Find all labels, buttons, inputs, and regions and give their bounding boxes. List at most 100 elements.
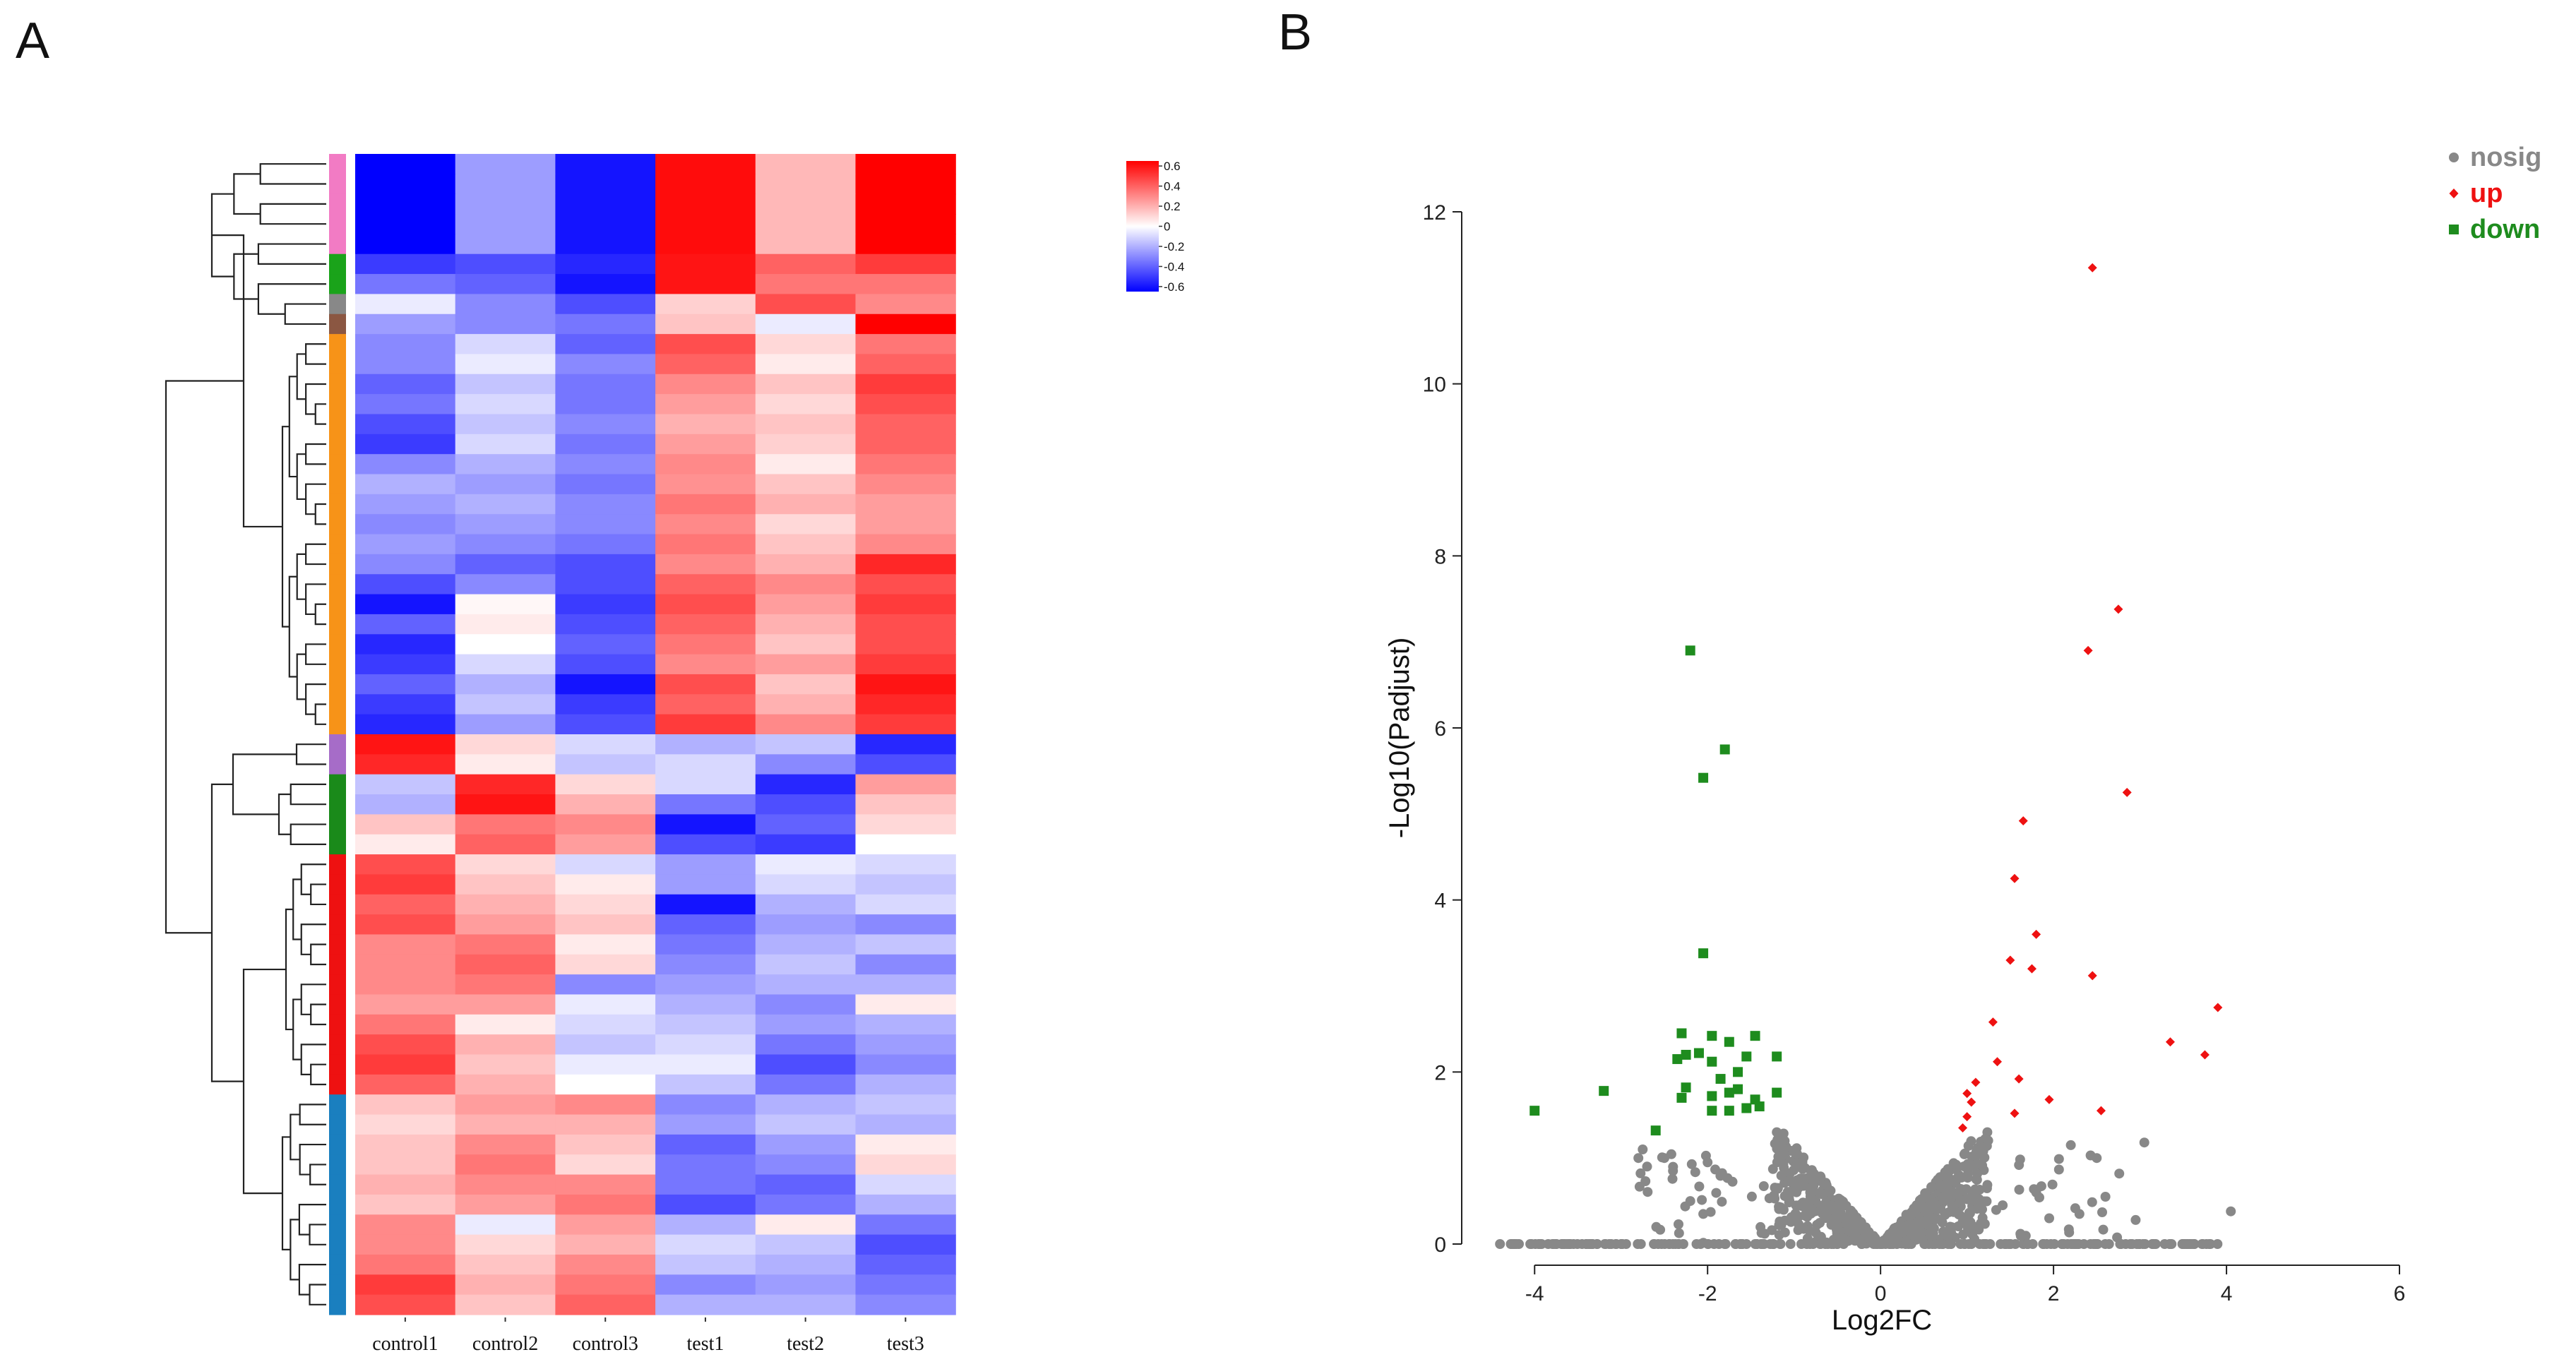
row-group-swatch [329, 834, 346, 855]
heatmap-cell [855, 654, 956, 675]
heatmap-cell [655, 313, 756, 335]
heatmap-cell [455, 214, 556, 234]
row-group-swatch [329, 334, 346, 355]
nosig-point [2044, 1213, 2054, 1224]
heatmap-cell [355, 794, 456, 815]
down-point [1681, 1049, 1691, 1060]
nosig-point [1972, 1145, 1982, 1156]
down-point [1707, 1056, 1717, 1067]
dendrogram-link [290, 1219, 299, 1281]
y-tick-label: 12 [1423, 201, 1446, 225]
x-tick-label: -2 [1698, 1282, 1717, 1305]
heatmap-cell [455, 594, 556, 615]
heatmap-cell [755, 1074, 857, 1095]
row-group-swatch [329, 1214, 346, 1236]
row-group-swatch [329, 1114, 346, 1135]
dendrogram-link [300, 863, 326, 895]
nosig-point [2014, 1185, 2025, 1195]
nosig-point [1508, 1239, 1518, 1249]
heatmap-cell [655, 294, 756, 315]
heatmap-cell [455, 994, 556, 1015]
heatmap-cell [555, 754, 656, 775]
heatmap-cell [555, 474, 656, 495]
panel-a-label: A [16, 13, 49, 69]
heatmap-cell [655, 954, 756, 975]
row-group-swatch [329, 614, 346, 635]
down-point [1772, 1051, 1782, 1062]
nosig-point [1907, 1207, 1918, 1217]
column-label: control3 [573, 1333, 638, 1355]
dendrogram-link [305, 643, 326, 665]
heatmap-cell [755, 914, 857, 935]
heatmap-cell [755, 994, 857, 1015]
heatmap-cell [455, 754, 556, 775]
heatmap-cell [855, 914, 956, 935]
dendrogram-link [259, 203, 326, 225]
up-point [2087, 971, 2097, 981]
nosig-point [1534, 1239, 1544, 1249]
dendrogram-link [299, 1143, 326, 1176]
dendrogram-link [285, 908, 294, 1031]
nosig-point [1810, 1174, 1820, 1185]
heatmap-cell [855, 934, 956, 955]
nosig-point [1928, 1197, 1939, 1207]
heatmap-cell [455, 1034, 556, 1056]
nosig-point [2015, 1228, 2026, 1239]
heatmap-cell [755, 674, 857, 695]
nosig-point [1775, 1130, 1785, 1141]
row-group-swatch [329, 1234, 346, 1255]
heatmap-cell [355, 854, 456, 875]
heatmap-cell [655, 214, 756, 234]
nosig-point [1587, 1239, 1597, 1249]
heatmap-cell [355, 434, 456, 455]
dendrogram-link [305, 443, 326, 465]
column-label: control1 [372, 1333, 438, 1355]
down-point [1530, 1106, 1540, 1116]
nosig-point [1985, 1239, 1996, 1249]
heatmap-cell [755, 1034, 857, 1056]
heatmap-cell [655, 454, 756, 475]
heatmap-cell [355, 1274, 456, 1296]
heatmap-cell [555, 1054, 656, 1075]
heatmap-cell [655, 1194, 756, 1215]
down-point [1724, 1087, 1734, 1098]
row-group-swatch [329, 994, 346, 1015]
nosig-point [1776, 1141, 1787, 1151]
heatmap-cell [355, 494, 456, 515]
heatmap-cell [355, 373, 456, 395]
nosig-point [1635, 1239, 1646, 1249]
heatmap-cell [855, 994, 956, 1015]
heatmap-cell [355, 1194, 456, 1215]
heatmap-cell [655, 1294, 756, 1315]
heatmap-cell [855, 1034, 956, 1056]
row-group-swatch [329, 294, 346, 315]
nosig-point [1727, 1176, 1738, 1187]
heatmap-cell [555, 734, 656, 755]
colorbar-gradient [1126, 161, 1159, 292]
up-point [2165, 1037, 2175, 1047]
nosig-point [1902, 1223, 1912, 1233]
nosig-point [1599, 1239, 1610, 1249]
heatmap-cell [655, 514, 756, 535]
nosig-point [1792, 1175, 1803, 1185]
down-point [1724, 1036, 1734, 1047]
heatmap-cell [455, 234, 556, 255]
heatmap-cell [655, 814, 756, 835]
down-point [1715, 1074, 1726, 1084]
heatmap-cell [755, 294, 857, 315]
up-point [2010, 1108, 2020, 1118]
y-tick-label: 0 [1434, 1233, 1446, 1257]
heatmap-cell [655, 854, 756, 875]
y-tick-label: 4 [1434, 890, 1446, 913]
heatmap-cell [655, 1174, 756, 1195]
row-group-swatch [329, 514, 346, 535]
heatmap-cell [755, 1014, 857, 1035]
dendrogram-link [305, 683, 326, 715]
heatmap-cell [555, 1134, 656, 1155]
heatmap-cell [555, 954, 656, 975]
heatmap-cell [755, 434, 857, 455]
nosig-point [1828, 1239, 1839, 1249]
heatmap-cell [555, 894, 656, 915]
heatmap-cell [555, 414, 656, 435]
heatmap-cell [755, 874, 857, 895]
